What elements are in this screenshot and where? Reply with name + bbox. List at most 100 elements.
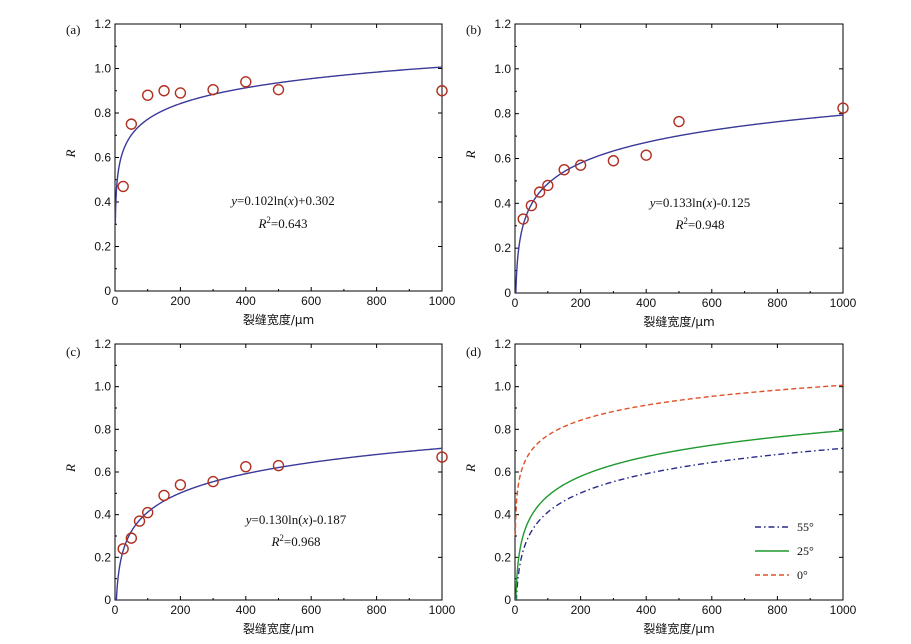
y-tick-label: 0 xyxy=(504,593,511,607)
r2-r: R xyxy=(270,534,279,549)
panel-2: 0 200 400 600 800 1000 0 0.2 0.4 0.6 0.8 1.0 1.2 裂缝宽度… xyxy=(63,337,456,636)
data-point xyxy=(525,199,538,212)
plot-frame xyxy=(514,343,844,601)
r2-value: =0.968 xyxy=(284,534,321,549)
plot-frame xyxy=(114,343,443,601)
y-tick-label: 1.0 xyxy=(94,62,111,76)
x-tick-label: 400 xyxy=(636,603,656,617)
y-tick-label: 1.2 xyxy=(94,17,111,31)
x-tick-label: 600 xyxy=(702,296,722,310)
x-axis-label: 裂缝宽度/μm xyxy=(643,314,714,329)
y-tick-label: 0.6 xyxy=(94,465,111,479)
y-tick-label: 0.2 xyxy=(94,550,111,564)
y-tick-label: 0.4 xyxy=(494,508,511,522)
y-axis-label: R xyxy=(63,149,78,158)
r2-sup: 2 xyxy=(266,215,271,225)
x-tick-label: 400 xyxy=(636,296,656,310)
x-tick-label: 400 xyxy=(236,294,256,308)
x-tick-label: 200 xyxy=(571,603,591,617)
x-tick-label: 400 xyxy=(236,603,256,617)
data-point xyxy=(174,479,187,491)
y-tick-label: 0 xyxy=(504,286,511,300)
equation-tail: )-0.187 xyxy=(308,512,346,527)
r2-sup: 2 xyxy=(279,533,284,543)
equation-y: y xyxy=(229,193,237,208)
panel-label: (a) xyxy=(66,22,80,37)
r2-value: =0.643 xyxy=(271,216,308,231)
x-tick-label: 800 xyxy=(367,603,387,617)
x-tick-label: 1000 xyxy=(429,603,456,617)
y-tick-label: 0.8 xyxy=(94,422,111,436)
data-point xyxy=(117,543,129,555)
data-point xyxy=(158,85,170,97)
data-point xyxy=(141,89,154,101)
x-tick-label: 600 xyxy=(301,603,321,617)
fit-equation: y=0.102ln(x)+0.302 xyxy=(229,193,335,208)
y-tick-label: 1.2 xyxy=(94,337,111,351)
y-tick-label: 0.6 xyxy=(94,151,111,165)
y-tick-label: 0.4 xyxy=(94,195,111,209)
equation-x: x xyxy=(302,512,309,527)
x-tick-label: 800 xyxy=(367,294,387,308)
x-tick-label: 0 xyxy=(112,294,119,308)
y-tick-label: 0 xyxy=(104,284,111,298)
data-point xyxy=(125,532,138,544)
panel-1: 0 200 400 600 800 1000 0 0.2 0.4 0.6 0.8 1.0 1.2 裂缝宽度… xyxy=(463,17,857,329)
y-axis-label: R xyxy=(63,464,78,473)
x-tick-label: 0 xyxy=(512,296,519,310)
data-point xyxy=(133,515,146,527)
data-point xyxy=(174,87,187,99)
x-tick-label: 1000 xyxy=(830,296,857,310)
y-tick-label: 0.8 xyxy=(494,422,511,436)
equation-tail: )-0.125 xyxy=(712,195,750,210)
r-squared: R2=0.968 xyxy=(270,533,320,549)
data-point xyxy=(837,102,849,114)
r-squared: R2=0.948 xyxy=(674,216,724,232)
y-tick-label: 0.2 xyxy=(494,241,511,255)
legend-label: 25° xyxy=(797,544,814,558)
data-point xyxy=(436,85,448,97)
y-tick-label: 0.8 xyxy=(94,106,111,120)
y-tick-label: 1.0 xyxy=(94,380,111,394)
data-point xyxy=(272,83,285,96)
x-tick-label: 1000 xyxy=(830,603,857,617)
x-tick-label: 200 xyxy=(571,296,591,310)
x-axis-label: 裂缝宽度/μm xyxy=(643,621,714,636)
panel-0: 0 200 400 600 800 1000 0 0.2 0.4 0.6 0.8 1.0 1.2 裂缝宽度… xyxy=(63,17,456,327)
y-tick-label: 1.2 xyxy=(494,337,511,351)
data-point xyxy=(158,489,170,502)
x-tick-label: 200 xyxy=(170,603,190,617)
r-squared: R2=0.643 xyxy=(257,215,307,231)
data-point xyxy=(436,451,448,463)
data-point xyxy=(141,506,154,519)
y-tick-label: 0.2 xyxy=(94,240,111,254)
fit-equation: y=0.133ln(x)-0.125 xyxy=(648,195,751,210)
data-point xyxy=(117,180,129,193)
y-tick-label: 0.4 xyxy=(94,508,111,522)
x-tick-label: 800 xyxy=(767,603,787,617)
equation-mid: =0.130ln( xyxy=(252,512,303,527)
y-axis-label: R xyxy=(463,464,478,473)
x-tick-label: 600 xyxy=(301,294,321,308)
plot-frame xyxy=(514,23,844,294)
data-point xyxy=(558,164,570,176)
y-tick-label: 1.0 xyxy=(494,62,511,76)
equation-x: x xyxy=(706,195,713,210)
data-point xyxy=(240,76,252,88)
data-point xyxy=(673,115,685,128)
fit-curve xyxy=(114,66,443,224)
equation-mid: =0.102ln( xyxy=(237,193,288,208)
y-tick-label: 0 xyxy=(104,593,111,607)
series-line xyxy=(514,384,844,536)
legend-label: 55° xyxy=(797,520,814,534)
y-tick-label: 0.4 xyxy=(494,196,511,210)
data-point xyxy=(240,460,252,473)
data-point xyxy=(517,213,529,225)
data-point xyxy=(207,475,219,488)
r2-r: R xyxy=(257,216,266,231)
y-tick-label: 0.6 xyxy=(494,465,511,479)
data-point xyxy=(207,83,219,96)
series-line xyxy=(515,447,844,601)
x-tick-label: 600 xyxy=(702,603,722,617)
data-point xyxy=(574,159,587,171)
